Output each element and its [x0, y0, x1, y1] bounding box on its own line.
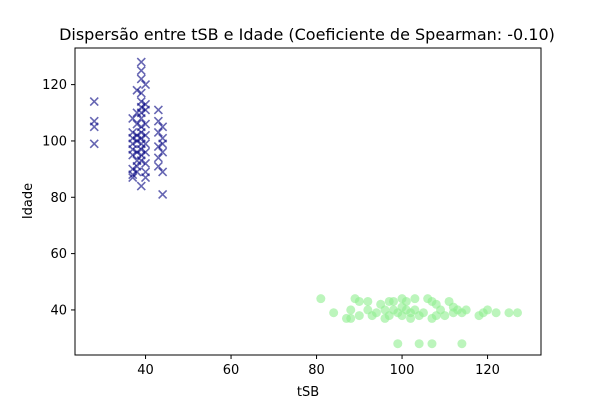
data-point-x-marker — [153, 105, 163, 115]
data-point-circle-marker — [418, 308, 428, 318]
chart-title: Dispersão entre tSB e Idade (Coeficiente… — [59, 25, 555, 44]
data-point-circle-marker — [406, 313, 416, 323]
data-point-x-marker — [132, 136, 142, 146]
data-point-circle-marker — [461, 305, 471, 315]
data-point-x-marker — [136, 88, 146, 98]
data-point-circle-marker — [354, 311, 364, 321]
data-point-x-marker — [153, 116, 163, 126]
data-point-circle-marker — [329, 308, 339, 318]
data-point-x-marker — [132, 167, 142, 177]
x-tick-label: 80 — [308, 363, 325, 378]
data-point-x-marker — [89, 139, 99, 149]
y-tick-label: 100 — [42, 134, 67, 149]
data-point-circle-marker — [504, 308, 514, 318]
y-tick-label: 80 — [50, 191, 67, 206]
data-point-x-marker — [136, 57, 146, 67]
data-point-x-marker — [158, 189, 168, 200]
data-point-circle-marker — [393, 339, 403, 349]
data-point-x-marker — [140, 119, 151, 129]
data-point-circle-marker — [346, 305, 356, 315]
y-tick-label: 40 — [50, 303, 67, 318]
data-point-x-marker — [89, 122, 99, 132]
x-tick-label: 100 — [390, 363, 415, 378]
x-tick-label: 40 — [137, 363, 154, 378]
data-point-x-marker — [136, 113, 146, 123]
data-point-x-marker — [136, 74, 146, 84]
data-point-x-marker — [136, 156, 146, 166]
data-point-x-marker — [132, 85, 142, 95]
x-tick-label: 120 — [475, 363, 500, 378]
data-point-x-marker — [132, 147, 142, 157]
data-point-x-marker — [140, 147, 151, 157]
data-point-x-marker — [140, 130, 151, 140]
data-point-circle-marker — [440, 311, 450, 321]
x-axis-label: tSB — [297, 385, 319, 400]
data-point-x-marker — [128, 172, 138, 183]
y-tick-label: 120 — [42, 78, 67, 93]
data-point-circle-marker — [354, 296, 364, 306]
axis-ticks: 40 60 80 100 120 40 60 80 100 120 — [42, 78, 500, 378]
data-point-x-marker — [128, 113, 138, 123]
data-point-x-marker — [158, 147, 168, 157]
data-point-x-marker — [136, 65, 146, 76]
data-point-x-marker — [140, 158, 151, 169]
data-point-x-marker — [140, 80, 151, 90]
data-point-x-marker — [140, 105, 151, 115]
data-point-x-marker — [153, 142, 163, 152]
data-point-circle-marker — [371, 308, 381, 318]
data-point-x-marker — [140, 172, 151, 183]
data-point-circle-marker — [414, 339, 424, 349]
data-point-x-marker — [132, 119, 142, 129]
data-point-circle-marker — [389, 296, 399, 306]
data-point-circle-marker — [483, 305, 493, 315]
y-axis-label: Idade — [21, 183, 36, 219]
data-point-circle-marker — [363, 296, 373, 306]
data-point-x-marker — [89, 96, 99, 107]
data-point-x-marker — [158, 139, 168, 149]
data-point-x-marker — [153, 127, 163, 138]
data-point-circle-marker — [512, 308, 522, 318]
plot-area-frame — [74, 47, 542, 356]
data-point-circle-marker — [410, 294, 420, 304]
data-point-circle-marker — [316, 294, 326, 304]
data-point-x-marker — [158, 167, 168, 177]
data-point-circle-marker — [457, 339, 467, 349]
data-point-x-marker — [158, 122, 168, 132]
data-point-x-marker — [153, 161, 163, 171]
data-point-circle-marker — [401, 296, 411, 306]
data-point-circle-marker — [427, 339, 437, 349]
data-point-circle-marker — [346, 313, 356, 323]
data-point-circle-marker — [491, 308, 501, 318]
data-point-x-marker — [128, 150, 138, 160]
plot-marks — [89, 57, 522, 349]
x-tick-label: 60 — [223, 363, 240, 378]
data-point-x-marker — [153, 153, 163, 163]
data-point-x-marker — [128, 170, 138, 180]
data-point-x-marker — [136, 181, 146, 191]
y-tick-label: 60 — [50, 247, 67, 262]
data-point-x-marker — [140, 139, 151, 149]
